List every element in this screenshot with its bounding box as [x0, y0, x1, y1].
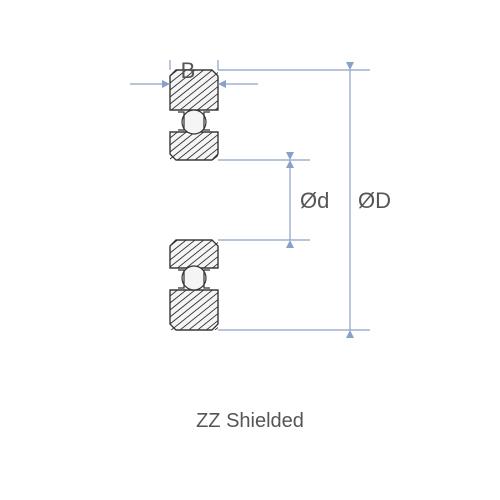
caption: ZZ Shielded [0, 410, 500, 433]
svg-text:ØD: ØD [358, 188, 391, 213]
svg-text:B: B [181, 58, 196, 83]
diagram-canvas: B Ød ØD ZZ Shielded [0, 0, 500, 500]
svg-text:Ød: Ød [300, 188, 329, 213]
